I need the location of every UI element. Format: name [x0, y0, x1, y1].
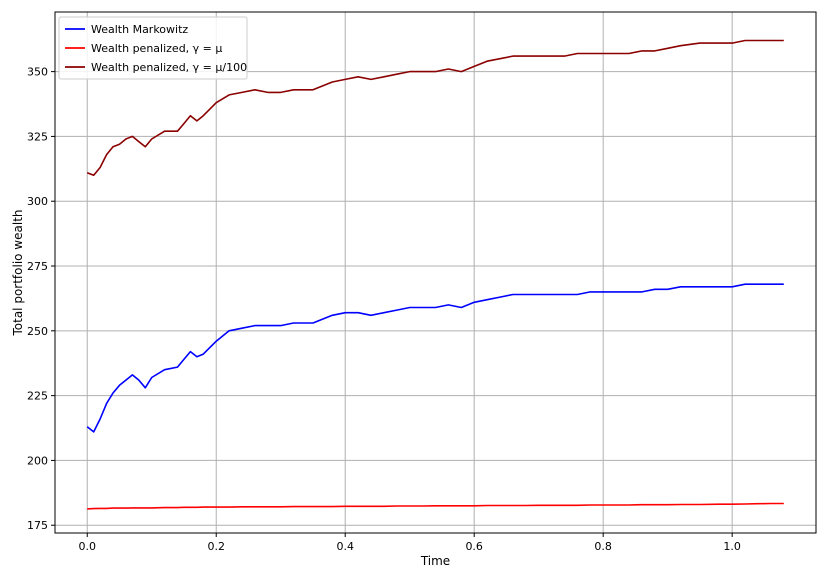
y-tick-label: 325 — [27, 130, 48, 143]
series-lines — [86, 39, 784, 510]
y-tick-label: 275 — [27, 260, 48, 273]
y-axis-label: Total portfolio wealth — [11, 209, 25, 336]
x-tick-label: 1.0 — [723, 540, 741, 553]
x-tick-label: 0.8 — [594, 540, 612, 553]
x-tick-label: 0.0 — [78, 540, 96, 553]
series-line-3 — [86, 39, 784, 177]
series-line-2 — [87, 502, 784, 510]
y-axis: 175 200 225 250 275 300 325 350 — [27, 66, 55, 532]
grid — [55, 12, 816, 533]
x-axis-label: Time — [420, 554, 450, 568]
legend-box — [58, 16, 248, 80]
y-tick-label: 225 — [27, 390, 48, 403]
series-line-1 — [86, 283, 784, 433]
y-tick-label: 200 — [27, 454, 48, 467]
y-tick-label: 300 — [27, 195, 48, 208]
x-axis: 0.0 0.2 0.4 0.6 0.8 1.0 — [78, 533, 741, 553]
y-tick-label: 350 — [27, 66, 48, 79]
plot-frame — [54, 11, 817, 534]
x-tick-label: 0.2 — [207, 540, 225, 553]
legend-label: Wealth penalized, γ = μ/100 — [91, 61, 247, 74]
legend: Wealth Markowitz Wealth penalized, γ = μ W… — [58, 16, 248, 80]
legend-label: Wealth penalized, γ = μ — [91, 42, 222, 55]
y-tick-label: 175 — [27, 519, 48, 532]
x-tick-label: 0.6 — [465, 540, 483, 553]
x-tick-label: 0.4 — [336, 540, 354, 553]
y-tick-label: 250 — [27, 325, 48, 338]
legend-label: Wealth Markowitz — [91, 23, 188, 36]
